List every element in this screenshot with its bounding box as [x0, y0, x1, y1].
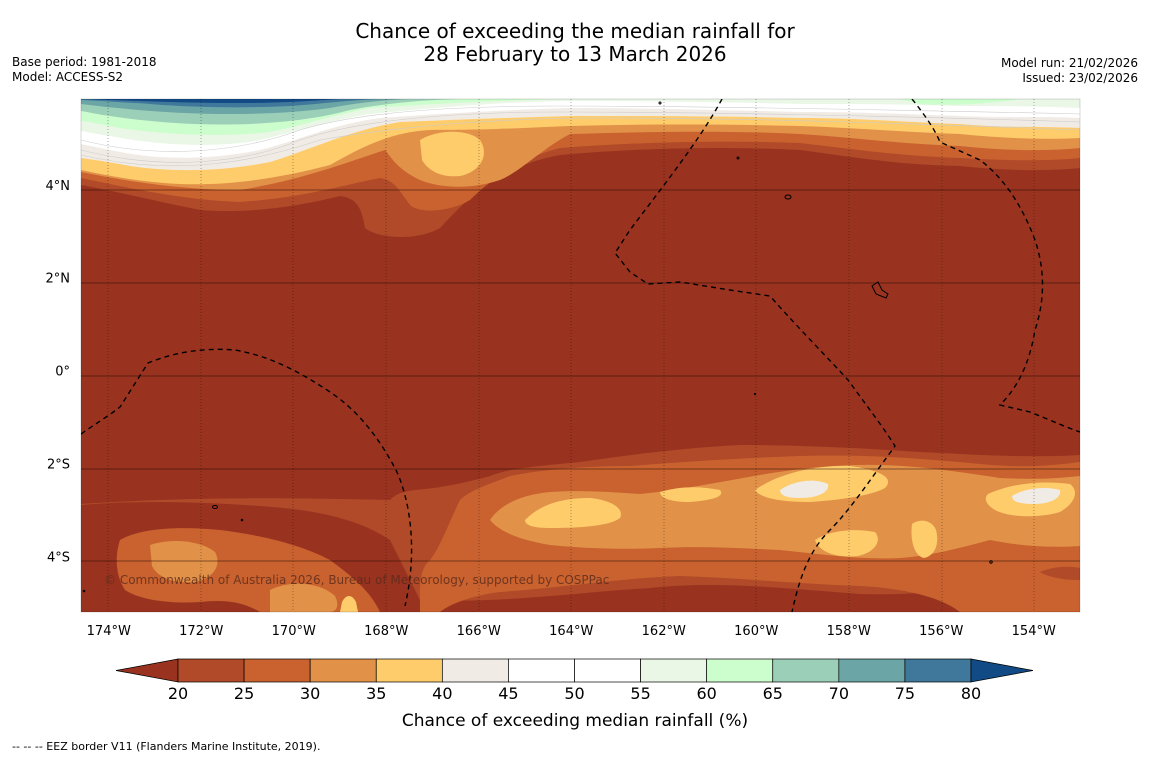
colorbar-tick-label: 25	[234, 684, 254, 703]
blob-40-45-south-a	[780, 480, 829, 498]
copyright-notice: © Commonwealth of Australia 2026, Bureau…	[104, 573, 609, 587]
map-frame	[80, 98, 1081, 613]
colorbar-segment	[772, 658, 840, 683]
colorbar-segment	[706, 658, 774, 683]
lat-tick-label: 4°S	[47, 550, 70, 565]
colorbar-tick-label: 20	[168, 684, 188, 703]
colorbar-segment	[574, 658, 641, 683]
model-run-text: Model run: 21/02/2026	[1000, 56, 1138, 70]
base-period-text: Base period: 1981-2018	[12, 55, 157, 69]
colorbar-segment	[375, 658, 443, 683]
colorbar-tick-label: 65	[763, 684, 783, 703]
colorbar-tick-label: 55	[630, 684, 650, 703]
blob-35-40-south-e	[815, 530, 878, 557]
lon-tick-label: 174°W	[87, 624, 131, 639]
lon-tick-label: 158°W	[827, 624, 871, 639]
map-title-line-1: Chance of exceeding the median rainfall …	[355, 19, 795, 43]
lat-tick-label: 2°N	[46, 272, 71, 287]
patch-60-65-east	[900, 99, 1020, 105]
colorbar-tick-label: 70	[829, 684, 849, 703]
lon-tick-label: 160°W	[734, 624, 778, 639]
white-region-contours	[81, 105, 1080, 167]
eez-footnote: -- -- -- EEZ border V11 (Flanders Marine…	[12, 740, 321, 753]
colorbar-high-extend-arrow	[970, 658, 1034, 683]
lat-tick-label: 0°	[55, 365, 70, 380]
lon-tick-label: 168°W	[364, 624, 408, 639]
colorbar-tick-label: 40	[432, 684, 452, 703]
colorbar-tick-label: 35	[366, 684, 386, 703]
lat-tick-label: 2°S	[47, 457, 70, 472]
colorbar-tick-label: 75	[895, 684, 915, 703]
blob-40-45-south-b	[1012, 488, 1061, 504]
issued-text: Issued: 23/02/2026	[1022, 71, 1138, 85]
colorbar-segment	[441, 658, 509, 683]
colorbar-segment	[904, 658, 972, 683]
map-plot-area	[81, 99, 1080, 612]
colorbar-segment	[243, 658, 311, 683]
lon-tick-label: 166°W	[457, 624, 501, 639]
lon-tick-label: 162°W	[642, 624, 686, 639]
colorbar-segment	[838, 658, 906, 683]
lon-tick-label: 156°W	[919, 624, 963, 639]
blob-30-35-southwest-b	[270, 583, 338, 612]
longitude-tick-labels: 174°W 172°W 170°W 168°W 166°W 164°W 162°W 160°W…	[87, 624, 1056, 639]
colorbar: 20 25 30 35 40 45 50 55 60 65 70 75 80	[115, 658, 1034, 703]
model-text: Model: ACCESS-S2	[12, 70, 124, 84]
blob-35-40-south-b	[660, 487, 722, 502]
colorbar-segment	[177, 658, 245, 683]
blob-35-40-south-a	[525, 498, 621, 528]
parallels	[81, 189, 1080, 562]
blob-35-40-southwest	[340, 596, 358, 612]
colorbar-segment	[640, 658, 708, 683]
colorbar-segment	[309, 658, 377, 683]
colorbar-tick-label: 50	[564, 684, 584, 703]
colorbar-tick-label: 30	[300, 684, 320, 703]
lon-tick-label: 170°W	[272, 624, 316, 639]
lat-tick-label: 4°N	[46, 179, 71, 194]
band-above-80	[81, 99, 340, 103]
blob-35-40-south-f	[911, 520, 938, 558]
colorbar-low-extend-arrow	[115, 658, 179, 683]
eez-borders	[81, 99, 1080, 612]
colorbar-tick-label: 60	[696, 684, 716, 703]
lon-tick-label: 154°W	[1012, 624, 1056, 639]
lon-tick-label: 172°W	[179, 624, 223, 639]
islands	[82, 101, 993, 593]
colorbar-tick-label: 45	[498, 684, 518, 703]
latitude-tick-labels: 4°N 2°N 0° 2°S 4°S	[46, 179, 71, 565]
colorbar-title: Chance of exceeding median rainfall (%)	[402, 711, 748, 731]
blob-35-40-north	[420, 131, 484, 177]
patch-20-25-east-edge	[1040, 566, 1080, 580]
blob-30-35-southwest-a	[150, 540, 218, 583]
lon-tick-label: 164°W	[549, 624, 593, 639]
map-title-line-2: 28 February to 13 March 2026	[423, 42, 727, 66]
colorbar-tick-label: 80	[961, 684, 981, 703]
colorbar-segment	[508, 658, 575, 683]
